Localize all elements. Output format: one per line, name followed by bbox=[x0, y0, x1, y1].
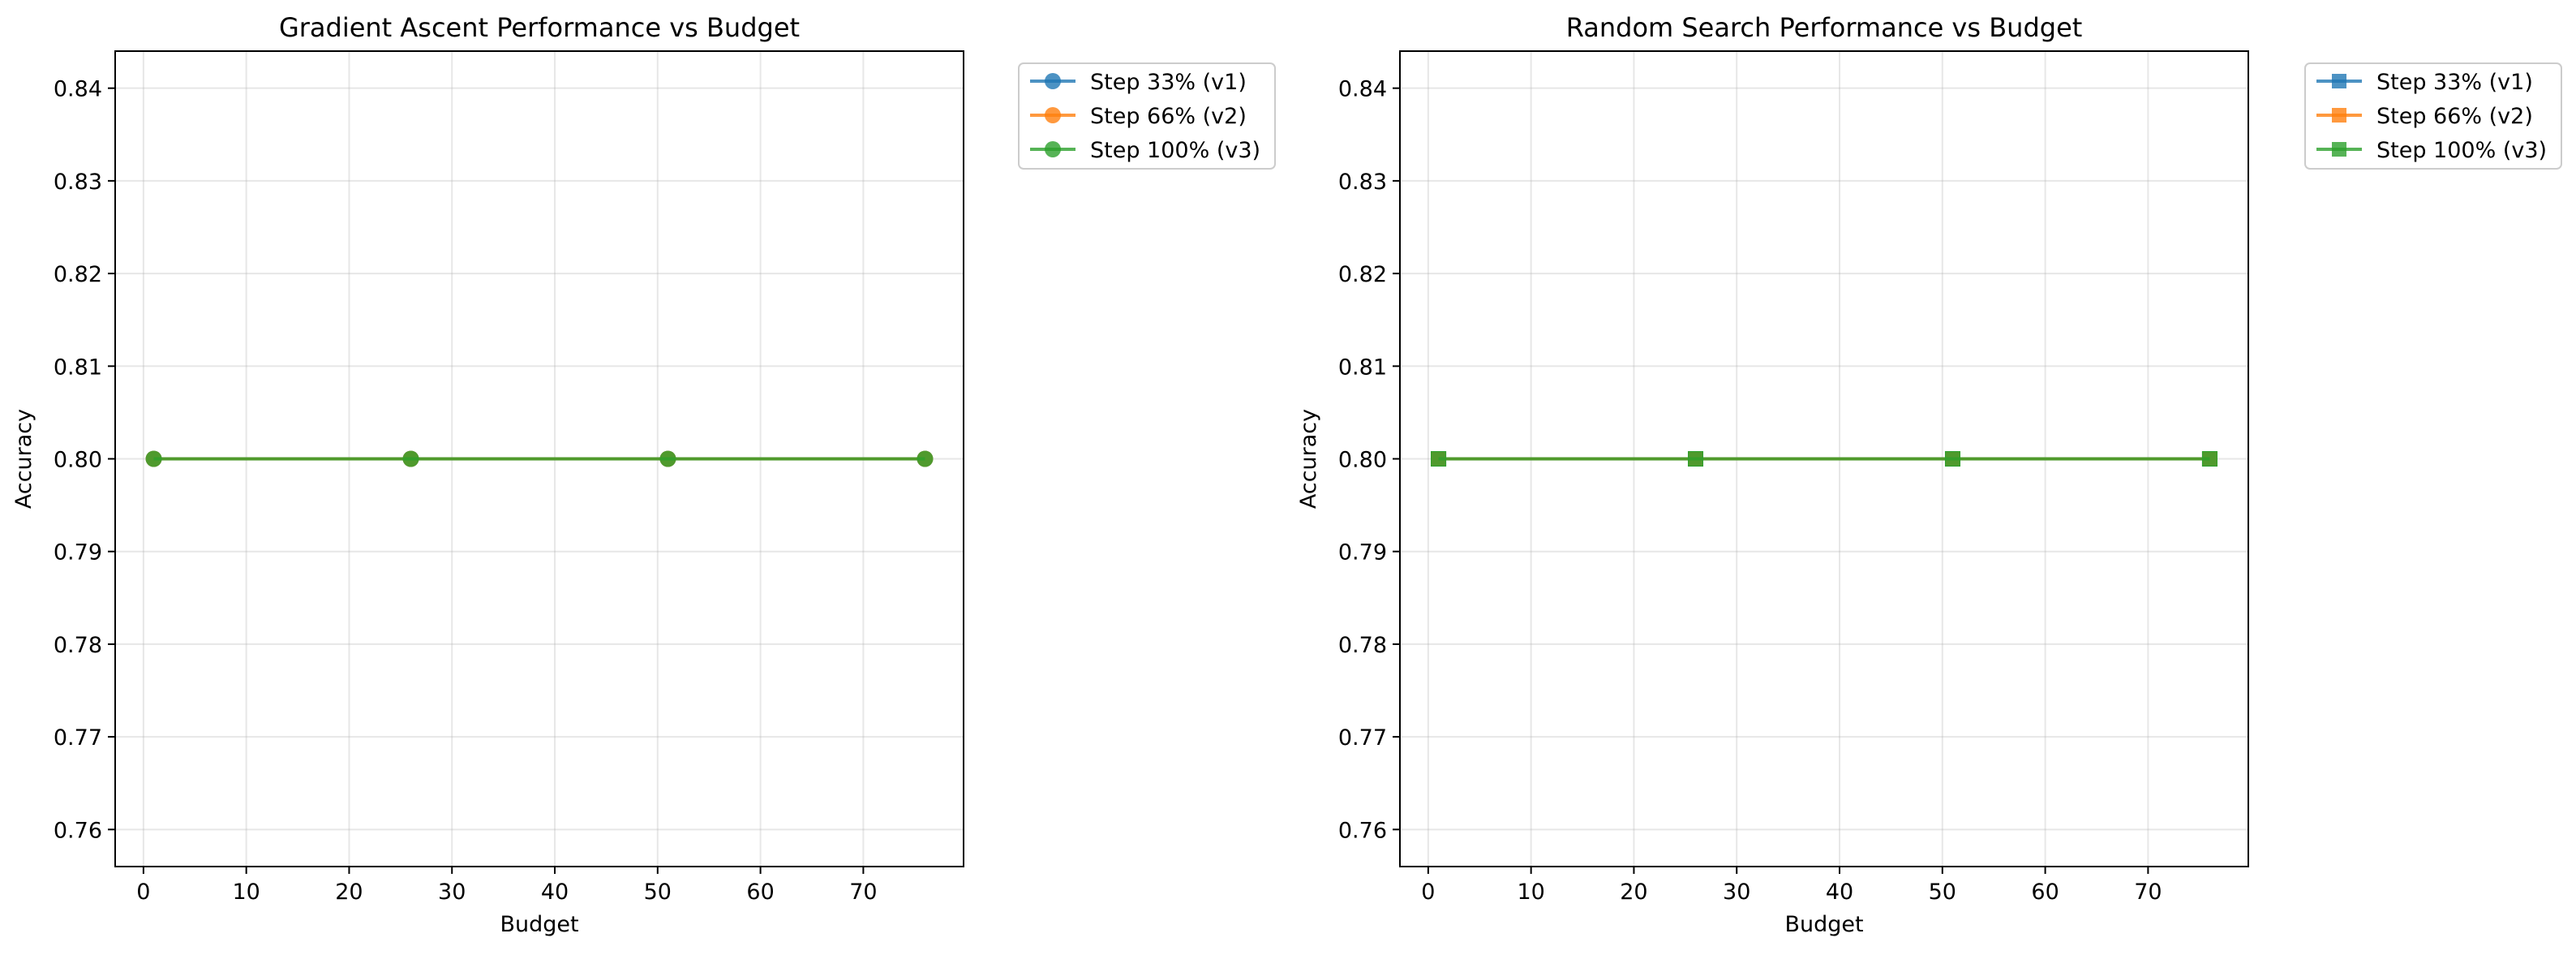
x-tick-label: 10 bbox=[1517, 880, 1544, 905]
data-point bbox=[402, 450, 419, 467]
x-tick-label: 20 bbox=[335, 880, 363, 905]
y-tick-label: 0.83 bbox=[54, 170, 102, 195]
legend-label: Step 33% (v1) bbox=[1090, 70, 1247, 95]
y-tick-label: 0.82 bbox=[54, 262, 102, 287]
legend-label: Step 66% (v2) bbox=[1090, 104, 1247, 129]
x-tick-label: 70 bbox=[2134, 880, 2162, 905]
legend-marker bbox=[1045, 107, 1061, 123]
y-tick-label: 0.84 bbox=[1338, 77, 1387, 102]
data-point bbox=[1944, 451, 1960, 467]
series-group bbox=[145, 450, 934, 467]
legend-marker bbox=[2332, 142, 2346, 157]
chart-title: Gradient Ascent Performance vs Budget bbox=[279, 12, 800, 43]
legend-marker bbox=[2332, 74, 2346, 88]
legend-label: Step 100% (v3) bbox=[2376, 138, 2547, 163]
x-tick-label: 40 bbox=[1826, 880, 1853, 905]
data-point bbox=[1431, 451, 1447, 467]
x-tick-label: 60 bbox=[746, 880, 774, 905]
y-tick-label: 0.80 bbox=[1338, 448, 1387, 473]
y-tick-label: 0.76 bbox=[1338, 818, 1387, 843]
x-tick-label: 30 bbox=[438, 880, 466, 905]
y-tick-label: 0.76 bbox=[54, 818, 102, 843]
series-group bbox=[1431, 451, 2218, 467]
y-tick-label: 0.79 bbox=[1338, 540, 1387, 566]
x-axis-label: Budget bbox=[500, 912, 578, 937]
x-tick-label: 60 bbox=[2031, 880, 2059, 905]
y-tick-label: 0.81 bbox=[1338, 355, 1387, 380]
y-tick-label: 0.81 bbox=[54, 355, 102, 380]
legend-marker bbox=[2332, 108, 2346, 123]
y-tick-label: 0.83 bbox=[1338, 170, 1387, 195]
y-tick-label: 0.84 bbox=[54, 77, 102, 102]
x-tick-label: 0 bbox=[136, 880, 150, 905]
legend-marker bbox=[1045, 73, 1061, 89]
y-tick-label: 0.78 bbox=[1338, 633, 1387, 658]
data-point bbox=[1688, 451, 1704, 467]
y-tick-label: 0.77 bbox=[1338, 725, 1387, 751]
x-tick-label: 30 bbox=[1723, 880, 1750, 905]
data-point bbox=[145, 450, 162, 467]
y-tick-label: 0.78 bbox=[54, 633, 102, 658]
y-tick-label: 0.79 bbox=[54, 540, 102, 566]
x-tick-label: 50 bbox=[1929, 880, 1956, 905]
chart-title: Random Search Performance vs Budget bbox=[1566, 12, 2083, 43]
x-axis-label: Budget bbox=[1784, 912, 1863, 937]
legend-box bbox=[2304, 62, 2562, 170]
y-axis-label: Accuracy bbox=[1296, 409, 1321, 509]
legend-marker bbox=[1045, 141, 1061, 157]
legend-label: Step 100% (v3) bbox=[1090, 138, 1260, 163]
legend-box bbox=[1018, 62, 1276, 170]
x-tick-label: 50 bbox=[644, 880, 672, 905]
legend: Step 33% (v1) Step 66% (v2) Step 100% (v3) bbox=[1018, 62, 1276, 170]
chart-1: 0 10 20 30 40 50 60 70 0.76 0.77 0.78 0.79 0.80 0.81 0… bbox=[11, 12, 1276, 937]
y-tick-label: 0.77 bbox=[54, 725, 102, 751]
x-tick-label: 0 bbox=[1421, 880, 1435, 905]
data-point bbox=[659, 450, 676, 467]
data-point bbox=[2201, 451, 2218, 467]
y-tick-label: 0.82 bbox=[1338, 262, 1387, 287]
legend: Step 33% (v1) Step 66% (v2) Step 100% (v3) bbox=[2304, 62, 2562, 170]
x-tick-label: 40 bbox=[541, 880, 569, 905]
y-tick-label: 0.80 bbox=[54, 448, 102, 473]
legend-label: Step 33% (v1) bbox=[2376, 70, 2533, 95]
x-tick-label: 10 bbox=[232, 880, 260, 905]
x-tick-label: 20 bbox=[1620, 880, 1647, 905]
chart-2: 0 10 20 30 40 50 60 70 0.76 0.77 0.78 0.79 0.80 0.81 0… bbox=[1296, 12, 2562, 937]
legend-label: Step 66% (v2) bbox=[2376, 104, 2533, 129]
y-axis-label: Accuracy bbox=[11, 409, 36, 509]
data-point bbox=[917, 450, 934, 467]
x-tick-label: 70 bbox=[849, 880, 877, 905]
